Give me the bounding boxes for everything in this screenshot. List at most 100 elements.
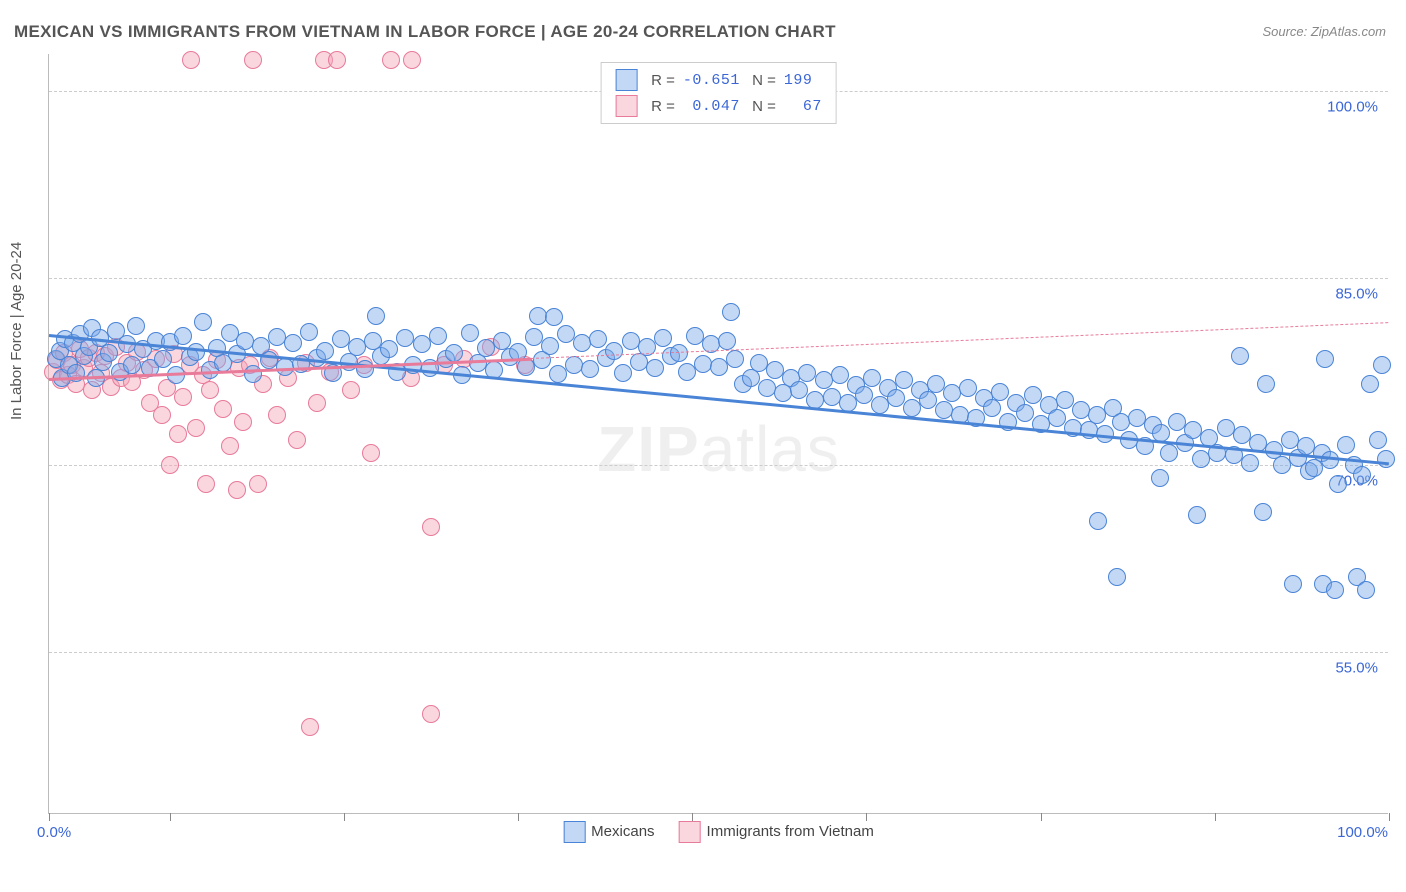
data-point (790, 381, 808, 399)
data-point (268, 406, 286, 424)
data-point (1254, 503, 1272, 521)
data-point (276, 358, 294, 376)
data-point (201, 381, 219, 399)
data-point (367, 307, 385, 325)
x-tick (692, 813, 693, 821)
data-point (983, 399, 1001, 417)
data-point (445, 344, 463, 362)
data-point (1284, 575, 1302, 593)
gridline (49, 652, 1388, 653)
data-point (895, 371, 913, 389)
legend-swatch-mexicans-b (563, 821, 585, 843)
gridline (49, 465, 1388, 466)
data-point (301, 718, 319, 736)
data-point (1369, 431, 1387, 449)
data-point (1089, 512, 1107, 530)
x-tick (344, 813, 345, 821)
x-axis-min-label: 0.0% (37, 824, 71, 841)
data-point (308, 394, 326, 412)
data-point (726, 350, 744, 368)
data-point (855, 386, 873, 404)
y-tick-label: 100.0% (1327, 99, 1378, 116)
data-point (214, 400, 232, 418)
data-point (300, 323, 318, 341)
x-tick (170, 813, 171, 821)
data-point (1056, 391, 1074, 409)
data-point (1377, 450, 1395, 468)
data-point (1151, 469, 1169, 487)
data-point (153, 406, 171, 424)
data-point (284, 334, 302, 352)
data-point (1353, 466, 1371, 484)
data-point (605, 342, 623, 360)
data-point (722, 303, 740, 321)
data-point (549, 365, 567, 383)
correlation-legend: R =-0.651 N =199 R = 0.047 N = 67 (600, 62, 837, 124)
data-point (1361, 375, 1379, 393)
data-point (380, 340, 398, 358)
data-point (831, 366, 849, 384)
data-point (127, 317, 145, 335)
data-point (863, 369, 881, 387)
data-point (422, 518, 440, 536)
data-point (316, 342, 334, 360)
data-point (194, 313, 212, 331)
data-point (1231, 347, 1249, 365)
data-point (288, 431, 306, 449)
data-point (1326, 581, 1344, 599)
y-tick-label: 85.0% (1335, 286, 1378, 303)
data-point (1373, 356, 1391, 374)
data-point (581, 360, 599, 378)
x-tick (49, 813, 50, 821)
data-point (991, 383, 1009, 401)
source-label: Source: ZipAtlas.com (1262, 24, 1386, 39)
data-point (169, 425, 187, 443)
data-point (887, 389, 905, 407)
x-tick (866, 813, 867, 821)
data-point (234, 413, 252, 431)
data-point (244, 365, 262, 383)
data-point (1016, 404, 1034, 422)
data-point (382, 51, 400, 69)
data-point (1329, 475, 1347, 493)
legend-swatch-mexicans (615, 69, 637, 91)
data-point (1337, 436, 1355, 454)
chart-title: MEXICAN VS IMMIGRANTS FROM VIETNAM IN LA… (14, 22, 836, 42)
data-point (1160, 444, 1178, 462)
data-point (654, 329, 672, 347)
data-point (545, 308, 563, 326)
data-point (244, 51, 262, 69)
data-point (1357, 581, 1375, 599)
data-point (1108, 568, 1126, 586)
data-point (228, 481, 246, 499)
data-point (1241, 454, 1259, 472)
data-point (403, 51, 421, 69)
data-point (614, 364, 632, 382)
data-point (362, 444, 380, 462)
data-point (174, 388, 192, 406)
data-point (221, 437, 239, 455)
data-point (461, 324, 479, 342)
data-point (589, 330, 607, 348)
data-point (565, 356, 583, 374)
data-point (161, 456, 179, 474)
data-point (541, 337, 559, 355)
data-point (100, 344, 118, 362)
data-point (429, 327, 447, 345)
data-point (959, 379, 977, 397)
gridline (49, 278, 1388, 279)
data-point (187, 419, 205, 437)
data-point (1024, 386, 1042, 404)
data-point (718, 332, 736, 350)
data-point (422, 705, 440, 723)
watermark: ZIPatlas (597, 412, 840, 486)
trend-line (49, 334, 1389, 465)
data-point (1048, 409, 1066, 427)
data-point (197, 475, 215, 493)
data-point (123, 356, 141, 374)
series-legend: Mexicans Immigrants from Vietnam (563, 821, 874, 843)
x-tick (1041, 813, 1042, 821)
data-point (249, 475, 267, 493)
data-point (182, 51, 200, 69)
data-point (1316, 350, 1334, 368)
